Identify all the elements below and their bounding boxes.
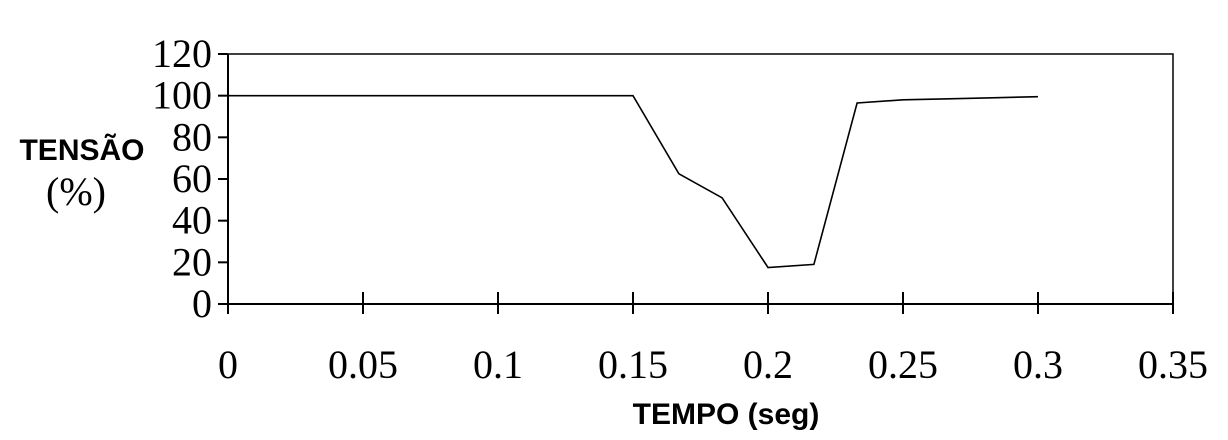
x-axis-title: TEMPO (seg) (633, 398, 820, 431)
y-tick-label: 20 (172, 239, 212, 284)
x-tick-label: 0 (218, 342, 238, 387)
y-tick-label: 120 (152, 31, 212, 76)
series-group (228, 94, 1039, 269)
x-tick-label: 0.05 (328, 342, 398, 387)
y-axis-unit: (%) (46, 169, 106, 214)
y-tick-label: 40 (172, 198, 212, 243)
x-tick-label: 0.15 (598, 342, 668, 387)
y-tick-label: 80 (172, 114, 212, 159)
voltage-series-line (228, 94, 1039, 269)
x-tick-label: 0.35 (1138, 342, 1208, 387)
x-tick-label: 0.2 (743, 342, 793, 387)
y-tick-label: 0 (192, 281, 212, 326)
y-tick-label: 60 (172, 156, 212, 201)
x-tick-label: 0.3 (1013, 342, 1063, 387)
plot-border (227, 53, 1174, 305)
y-tick-label: 100 (152, 73, 212, 118)
x-axis-ticks: 0 0.05 0.1 0.15 0.2 0.25 0.3 0.35 (218, 292, 1208, 387)
y-axis-title: TENSÃO (19, 133, 144, 167)
plot-frame (227, 53, 1174, 305)
x-tick-label: 0.1 (473, 342, 523, 387)
x-tick-label: 0.25 (868, 342, 938, 387)
